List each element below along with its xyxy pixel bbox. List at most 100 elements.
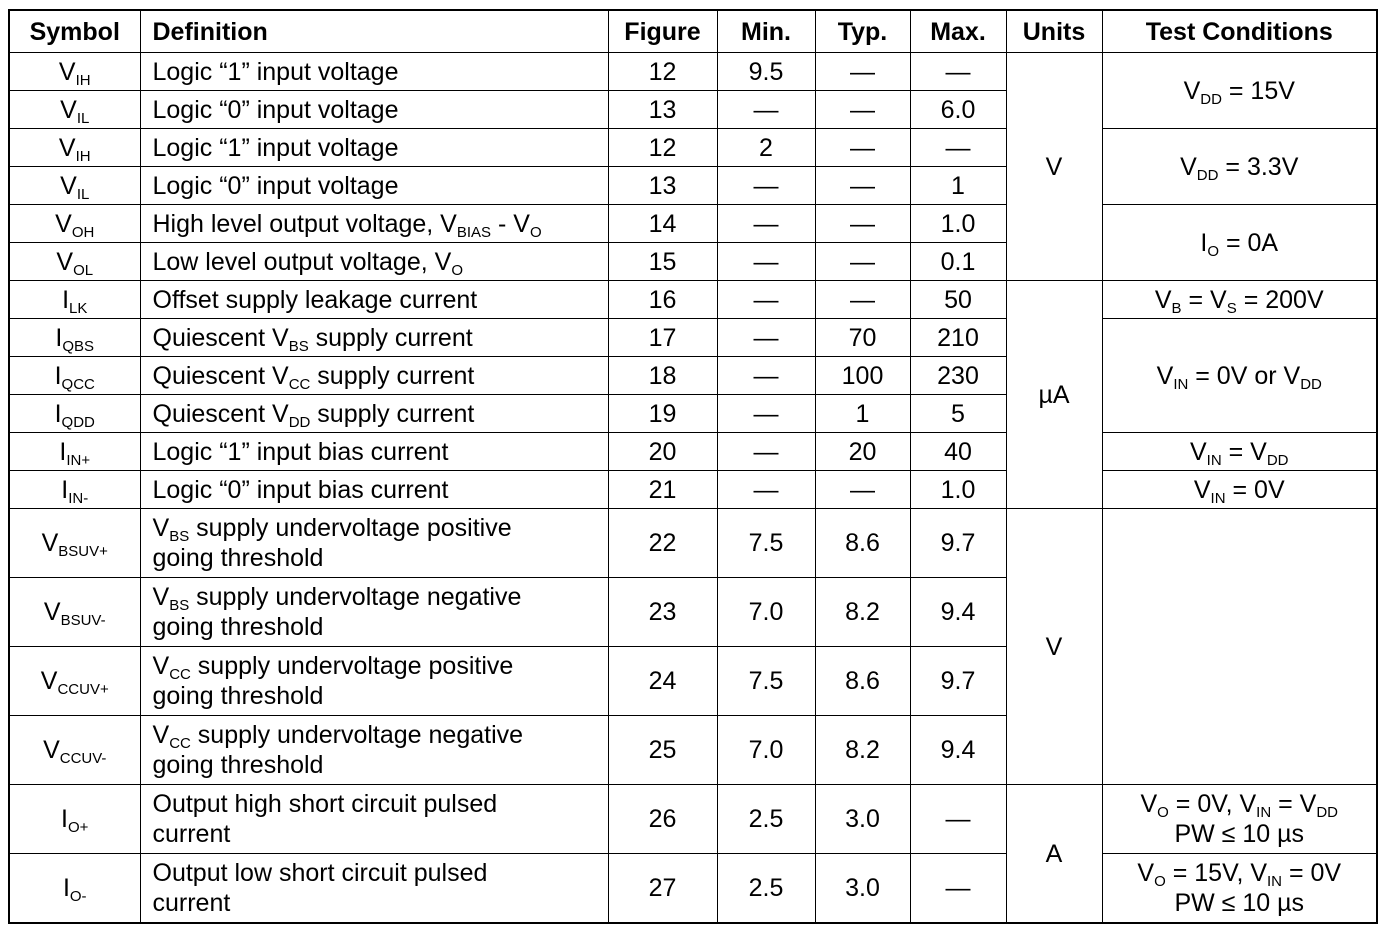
symbol-main: I	[61, 805, 68, 833]
typ-cell: —	[814, 470, 911, 509]
text-run: supply current	[310, 361, 475, 390]
definition-cell: Output high short circuit pulsed current	[139, 784, 609, 854]
text-run: Quiescent V	[152, 323, 289, 352]
subscript: O	[451, 261, 463, 279]
typ-cell: 8.2	[814, 715, 911, 785]
units-cell: V	[1005, 52, 1103, 281]
header-test-conditions: Test Conditions	[1101, 9, 1378, 53]
subscript: CC	[169, 735, 191, 752]
subscript: B	[1171, 299, 1182, 317]
definition-cell: Quiescent VCC supply current	[139, 356, 609, 395]
text-run: going threshold	[152, 751, 324, 779]
symbol-cell: IO-	[8, 853, 141, 924]
symbol-subscript: QDD	[61, 413, 95, 431]
symbol-main: I	[62, 874, 70, 902]
text-run: V	[1193, 475, 1211, 504]
fig-cell: 24	[607, 646, 718, 716]
text-run: = 0V	[1282, 859, 1342, 887]
text-run: = 15V	[1221, 76, 1295, 105]
symbol-main: V	[41, 529, 59, 557]
typ-cell: —	[814, 52, 911, 91]
max-cell: 0.1	[909, 242, 1007, 281]
units-cell: A	[1005, 784, 1103, 924]
symbol-cell: IQDD	[8, 394, 141, 433]
subscript: IN	[1173, 375, 1189, 393]
subscript: O	[1157, 804, 1169, 821]
fig-cell: 14	[607, 204, 718, 243]
max-cell: 50	[909, 280, 1007, 319]
subscript: DD	[1196, 166, 1219, 184]
units-cell: µA	[1005, 280, 1103, 509]
table-row: IQCC Quiescent VCC supply current 18—100 23…	[8, 356, 1377, 395]
max-cell: —	[909, 853, 1007, 924]
electrical-characteristics-table: Symbol Definition Figure Min. Typ. Max. …	[8, 9, 1378, 924]
symbol-cell: IQCC	[8, 356, 141, 395]
header-row: Symbol Definition Figure Min. Typ. Max. …	[8, 9, 1378, 53]
text-run: - V	[491, 209, 530, 238]
symbol-main: V	[60, 171, 77, 200]
min-cell: 7.0	[716, 577, 816, 647]
text-run: Quiescent V	[152, 361, 289, 390]
subscript: IN	[1210, 489, 1226, 507]
subscript: O	[1207, 242, 1220, 260]
symbol-main: V	[43, 598, 61, 626]
max-cell: 1.0	[909, 470, 1007, 509]
symbol-cell: VBSUV+	[8, 508, 141, 578]
header-units: Units	[1005, 9, 1103, 53]
typ-cell: 100	[814, 356, 911, 395]
definition-cell: VBS supply undervoltage positive going th…	[139, 508, 609, 578]
symbol-cell: IO+	[8, 784, 141, 854]
max-cell: 230	[909, 356, 1007, 395]
min-cell: —	[716, 356, 816, 395]
table-row: VBSUV- VBS supply undervoltage negative go…	[8, 577, 1377, 647]
min-cell: 7.5	[716, 646, 816, 716]
table-row: VBSUV+ VBS supply undervoltage positive go…	[8, 508, 1378, 785]
text-run: going threshold	[152, 613, 324, 641]
symbol-main: V	[58, 133, 76, 162]
text-run: going threshold	[152, 544, 324, 572]
symbol-cell: VIH	[8, 128, 141, 167]
fig-cell: 12	[607, 128, 718, 167]
text-run: V	[1140, 790, 1158, 818]
max-cell: 5	[909, 394, 1007, 433]
text-run: V	[1137, 859, 1155, 887]
definition-cell: Logic “0” input voltage	[139, 166, 609, 205]
symbol-main: V	[58, 57, 76, 86]
table-row: VIH Logic “1” input voltage 12 9.5— — V VDD = …	[8, 52, 1378, 281]
test-conditions-cell: VIN = VDD	[1101, 432, 1378, 471]
symbol-cell: VIL	[8, 166, 141, 205]
subscript: O	[1154, 873, 1166, 890]
symbol-subscript: IH	[75, 71, 91, 89]
fig-cell: 13	[607, 90, 718, 129]
text-run: I	[1200, 228, 1208, 257]
test-conditions-cell: VB = VS = 200V	[1101, 280, 1378, 319]
typ-cell: 3.0	[814, 853, 911, 924]
fig-cell: 16	[607, 280, 718, 319]
subscript: IN	[1256, 804, 1272, 821]
min-cell: —	[716, 318, 816, 357]
definition-cell: Quiescent VBS supply current	[139, 318, 609, 357]
subscript: DD	[288, 413, 311, 431]
typ-cell: —	[814, 128, 911, 167]
definition-cell: Offset supply leakage current	[139, 280, 609, 319]
subscript: S	[1226, 299, 1237, 317]
text-run: = 3.3V	[1218, 152, 1299, 181]
text-run: Logic “1” input voltage	[152, 57, 399, 86]
subscript: IN	[1206, 451, 1222, 469]
test-conditions-cell: VO = 0V, VIN = VDD PW ≤ 10 µs	[1101, 784, 1378, 854]
definition-cell: High level output voltage, VBIAS - VO	[139, 204, 609, 243]
table-row: IO- Output low short circuit pulsed curren…	[8, 853, 1378, 924]
typ-cell: —	[814, 204, 911, 243]
subscript: O	[529, 223, 542, 241]
table-row: IIN+ Logic “1” input bias current 20—20 40 V…	[8, 432, 1378, 471]
test-conditions-cell: VO = 15V, VIN = 0V PW ≤ 10 µs	[1101, 853, 1378, 924]
text-run: going threshold	[152, 682, 324, 710]
definition-cell: Low level output voltage, VO	[139, 242, 609, 281]
table-row: IO+ Output high short circuit pulsed curre…	[8, 784, 1378, 924]
subscript: BS	[169, 597, 190, 614]
symbol-cell: VOL	[8, 242, 141, 281]
text-run: PW ≤ 10 µs	[1174, 820, 1305, 848]
text-run: = V	[1181, 285, 1227, 314]
symbol-subscript: OH	[71, 223, 95, 241]
text-run: = 200V	[1236, 285, 1324, 314]
